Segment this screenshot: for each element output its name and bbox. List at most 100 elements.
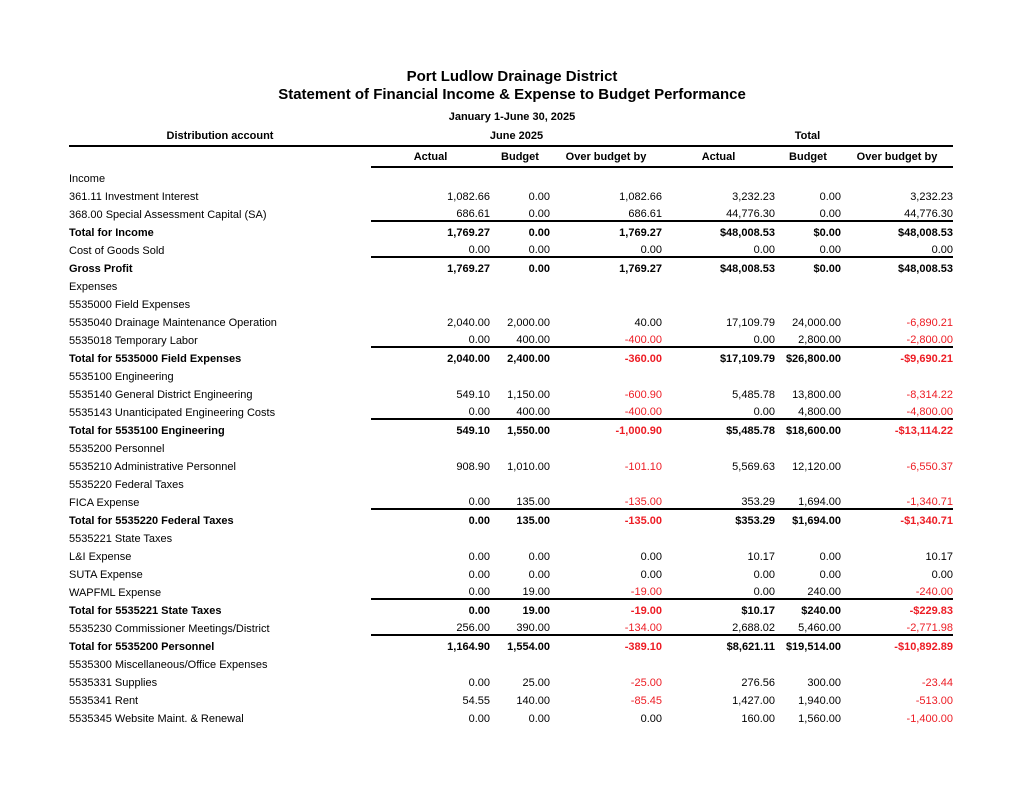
value-cell bbox=[490, 167, 550, 185]
account-label: Total for Income bbox=[69, 227, 154, 239]
table-row: Total for 5535200 Personnel 1,164.90 1,554… bbox=[69, 634, 954, 653]
value-cell: 549.10 bbox=[371, 418, 490, 437]
account-label: 5535341 Rent bbox=[69, 695, 139, 707]
value-cell bbox=[775, 473, 841, 491]
value-cell bbox=[841, 167, 953, 185]
value-cell: 0.00 bbox=[490, 256, 550, 275]
value-cell: 0.00 bbox=[640, 713, 662, 725]
table-row: Total for Income 1,769.27 0.00 1,769.27 $48,… bbox=[69, 220, 954, 239]
value-cell bbox=[550, 293, 662, 311]
value-cell: 0.00 bbox=[468, 677, 490, 689]
value-cell bbox=[550, 473, 662, 491]
account-label: Total for 5535200 Personnel bbox=[69, 641, 215, 653]
table-row: 5535018 Temporary Labor 0.00 400.00 -400.00… bbox=[69, 329, 953, 347]
value-cell bbox=[662, 437, 775, 455]
column-header-total-budget: Budget bbox=[775, 146, 841, 168]
value-cell: -23.44 bbox=[921, 677, 954, 689]
value-cell: 1,150.00 bbox=[507, 389, 550, 401]
value-cell: $0.00 bbox=[775, 256, 841, 275]
value-cell: 276.56 bbox=[741, 677, 775, 689]
value-cell: 19.00 bbox=[522, 586, 550, 598]
report-subtitle: Statement of Financial Income & Expense … bbox=[278, 86, 746, 103]
value-cell: 908.90 bbox=[456, 461, 490, 473]
account-label: 5535210 Administrative Personnel bbox=[69, 461, 236, 473]
value-cell: 12,120.00 bbox=[792, 461, 841, 473]
table-row: 5535341 Rent 54.55 140.00 -85.45 1,427.00 1,9… bbox=[69, 689, 953, 707]
account-label: Income bbox=[69, 173, 106, 185]
value-cell: 0.00 bbox=[819, 551, 841, 563]
value-cell: 390.00 bbox=[516, 622, 550, 634]
value-cell: 3,232.23 bbox=[910, 191, 954, 203]
value-cell bbox=[775, 527, 841, 545]
value-cell bbox=[371, 365, 490, 383]
account-label: 5535331 Supplies bbox=[69, 677, 158, 689]
value-cell: 0.00 bbox=[528, 551, 550, 563]
value-cell: 240.00 bbox=[807, 586, 841, 598]
column-header-row: Actual Budget Over budget by Actual Budg… bbox=[69, 146, 954, 168]
table-row: 5535230 Commissioner Meetings/District 25… bbox=[69, 617, 953, 635]
value-cell bbox=[662, 293, 775, 311]
value-cell bbox=[490, 293, 550, 311]
table-row: 5535040 Drainage Maintenance Operation 2,… bbox=[69, 311, 953, 329]
value-cell: 0.00 bbox=[468, 244, 490, 256]
value-cell bbox=[371, 527, 490, 545]
value-cell: -600.90 bbox=[624, 389, 662, 401]
column-header-june-over-budget: Over budget by bbox=[550, 146, 662, 168]
table-row: L&I Expense 0.00 0.00 0.00 10.17 0.00 10.17 bbox=[69, 545, 953, 563]
value-cell: 0.00 bbox=[753, 406, 775, 418]
value-cell: -4,800.00 bbox=[906, 406, 954, 418]
value-cell bbox=[775, 167, 841, 185]
account-label: 5535000 Field Expenses bbox=[69, 299, 191, 311]
value-cell: $240.00 bbox=[775, 598, 841, 617]
value-cell: 0.00 bbox=[931, 569, 954, 581]
account-label: 5535230 Commissioner Meetings/District bbox=[69, 623, 270, 635]
account-label: 5535100 Engineering bbox=[69, 371, 174, 383]
table-row: 368.00 Special Assessment Capital (SA) 68… bbox=[69, 203, 953, 221]
value-cell bbox=[371, 437, 490, 455]
value-cell: $1,694.00 bbox=[775, 508, 841, 527]
account-label: SUTA Expense bbox=[69, 569, 143, 581]
table-row: 5535331 Supplies 0.00 25.00 -25.00 276.56 300… bbox=[69, 671, 953, 689]
table-row: 5535300 Miscellaneous/Office Expenses bbox=[69, 653, 953, 671]
value-cell: -25.00 bbox=[630, 677, 662, 689]
value-cell: 40.00 bbox=[634, 317, 662, 329]
value-cell: 13,800.00 bbox=[792, 389, 841, 401]
value-cell: -2,771.98 bbox=[906, 622, 954, 634]
account-label: 5535345 Website Maint. & Renewal bbox=[69, 713, 244, 725]
value-cell bbox=[662, 167, 775, 185]
value-cell: 160.00 bbox=[741, 713, 775, 725]
account-label: 5535018 Temporary Labor bbox=[69, 335, 198, 347]
value-cell: 1,010.00 bbox=[507, 461, 550, 473]
report-header: Port Ludlow Drainage District Statement … bbox=[0, 0, 1024, 124]
value-cell: 1,769.27 bbox=[550, 256, 662, 275]
value-cell bbox=[371, 293, 490, 311]
value-cell bbox=[550, 527, 662, 545]
value-cell: $26,800.00 bbox=[775, 346, 841, 365]
value-cell: 1,769.27 bbox=[371, 256, 490, 275]
value-cell: 1,082.66 bbox=[619, 191, 662, 203]
table-row: 5535345 Website Maint. & Renewal 0.00 0.00… bbox=[69, 707, 953, 725]
account-label: Total for 5535221 State Taxes bbox=[69, 605, 222, 617]
value-cell bbox=[371, 275, 490, 293]
value-cell: 0.00 bbox=[528, 569, 550, 581]
account-label: 5535040 Drainage Maintenance Operation bbox=[69, 317, 277, 329]
account-label: 5535221 State Taxes bbox=[69, 533, 173, 545]
value-cell: $19,514.00 bbox=[775, 634, 841, 653]
value-cell: -1,340.71 bbox=[906, 496, 954, 508]
value-cell: 1,694.00 bbox=[798, 496, 841, 508]
table-row: Expenses bbox=[69, 275, 953, 293]
value-cell: 0.00 bbox=[468, 569, 490, 581]
value-cell: 686.61 bbox=[456, 208, 490, 220]
value-cell: -19.00 bbox=[630, 586, 662, 598]
value-cell bbox=[662, 365, 775, 383]
value-cell bbox=[550, 365, 662, 383]
value-cell: 0.00 bbox=[528, 713, 550, 725]
value-cell: $10.17 bbox=[662, 598, 775, 617]
value-cell: -$9,690.21 bbox=[841, 346, 954, 365]
column-header-total-over-budget: Over budget by bbox=[841, 146, 954, 168]
value-cell: 0.00 bbox=[468, 406, 490, 418]
value-cell: 0.00 bbox=[468, 551, 490, 563]
value-cell bbox=[841, 365, 953, 383]
value-cell: 10.17 bbox=[925, 551, 954, 563]
value-cell: 0.00 bbox=[490, 220, 550, 239]
